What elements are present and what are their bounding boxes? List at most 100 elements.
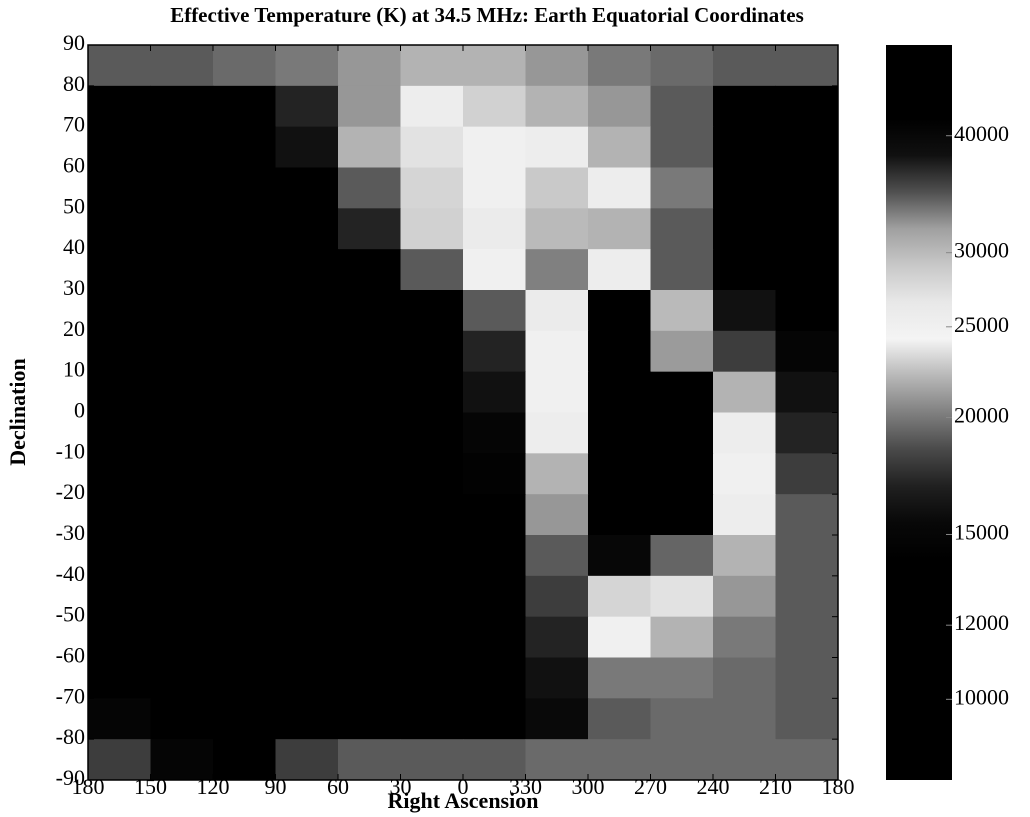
heatmap-cell [400, 167, 464, 209]
heatmap-cell [338, 616, 401, 658]
heatmap-cell [775, 698, 839, 740]
heatmap-cell [150, 45, 214, 87]
heatmap-cell [650, 167, 714, 209]
heatmap-cell [400, 698, 464, 740]
heatmap-cell [650, 739, 714, 781]
x-tick-label: 330 [509, 774, 542, 799]
y-tick-label: 70 [63, 112, 85, 137]
heatmap-cell [213, 657, 276, 699]
heatmap-cell [713, 494, 776, 536]
heatmap-cell [525, 249, 589, 291]
heatmap-cell [588, 698, 651, 740]
heatmap-cell [400, 657, 464, 699]
heatmap-cell [275, 126, 339, 168]
y-tick-label: -90 [56, 765, 85, 790]
x-tick-label: 180 [822, 774, 855, 799]
colorbar-tick-label: 40000 [954, 121, 1009, 146]
heatmap-cell [400, 453, 464, 495]
y-tick-label: -20 [56, 479, 85, 504]
heatmap-cell [463, 494, 526, 536]
heatmap-cell [713, 739, 776, 781]
heatmap-cell [463, 739, 526, 781]
heatmap-cell [150, 330, 214, 373]
heatmap-cell [338, 167, 401, 209]
heatmap-cell [525, 412, 589, 454]
heatmap [88, 45, 839, 781]
heatmap-cell [150, 371, 214, 413]
heatmap-cell [775, 616, 839, 658]
heatmap-cell [275, 575, 339, 618]
heatmap-cell [588, 45, 651, 87]
x-tick-label: 150 [134, 774, 167, 799]
heatmap-cell [525, 616, 589, 658]
heatmap-cell [88, 45, 151, 87]
heatmap-cell [775, 126, 839, 168]
heatmap-cell [338, 698, 401, 740]
heatmap-cell [463, 698, 526, 740]
heatmap-cell [588, 739, 651, 781]
heatmap-cell [213, 575, 276, 618]
heatmap-cell [400, 126, 464, 168]
heatmap-cell [338, 453, 401, 495]
heatmap-cell [525, 371, 589, 413]
y-axis-label: Declination [5, 358, 30, 466]
heatmap-cell [588, 412, 651, 454]
x-tick-label: 180 [72, 774, 105, 799]
heatmap-cell [775, 85, 839, 128]
heatmap-cell [88, 249, 151, 291]
x-tick-label: 240 [697, 774, 730, 799]
y-tick-label: 20 [63, 316, 85, 341]
heatmap-cell [775, 412, 839, 454]
heatmap-cell [150, 698, 214, 740]
heatmap-cell [88, 657, 151, 699]
heatmap-cell [650, 330, 714, 373]
heatmap-cell [150, 412, 214, 454]
heatmap-cell [588, 371, 651, 413]
heatmap-cell [275, 208, 339, 250]
heatmap-cell [713, 575, 776, 618]
x-tick-label: 30 [390, 774, 412, 799]
heatmap-cell [713, 371, 776, 413]
heatmap-cell [150, 290, 214, 332]
heatmap-cell [338, 126, 401, 168]
heatmap-cell [525, 494, 589, 536]
heatmap-cell [713, 535, 776, 577]
heatmap-cell [525, 535, 589, 577]
heatmap-cell [588, 85, 651, 128]
heatmap-cell [150, 739, 214, 781]
heatmap-cell [650, 575, 714, 618]
x-tick-label: 210 [759, 774, 792, 799]
heatmap-cell [150, 616, 214, 658]
heatmap-cell [275, 45, 339, 87]
heatmap-cell [88, 575, 151, 618]
heatmap-cell [400, 616, 464, 658]
heatmap-cell [275, 290, 339, 332]
heatmap-cell [775, 535, 839, 577]
heatmap-cell [88, 453, 151, 495]
heatmap-cell [88, 330, 151, 373]
heatmap-cell [338, 249, 401, 291]
heatmap-cell [525, 453, 589, 495]
heatmap-cell [713, 290, 776, 332]
chart-title: Effective Temperature (K) at 34.5 MHz: E… [170, 3, 804, 27]
heatmap-cell [775, 494, 839, 536]
heatmap-cell [650, 126, 714, 168]
heatmap-cell [150, 85, 214, 128]
heatmap-cell [275, 249, 339, 291]
heatmap-cell [338, 330, 401, 373]
x-tick-label: 270 [634, 774, 667, 799]
heatmap-cell [275, 657, 339, 699]
heatmap-cell [650, 85, 714, 128]
heatmap-cell [588, 575, 651, 618]
heatmap-cell [713, 126, 776, 168]
y-tick-label: 30 [63, 275, 85, 300]
heatmap-cell [213, 698, 276, 740]
heatmap-cell [650, 249, 714, 291]
y-tick-label: -80 [56, 724, 85, 749]
heatmap-cell [588, 290, 651, 332]
heatmap-cell [463, 453, 526, 495]
heatmap-cell [588, 208, 651, 250]
heatmap-cell [400, 330, 464, 373]
heatmap-cell [650, 616, 714, 658]
